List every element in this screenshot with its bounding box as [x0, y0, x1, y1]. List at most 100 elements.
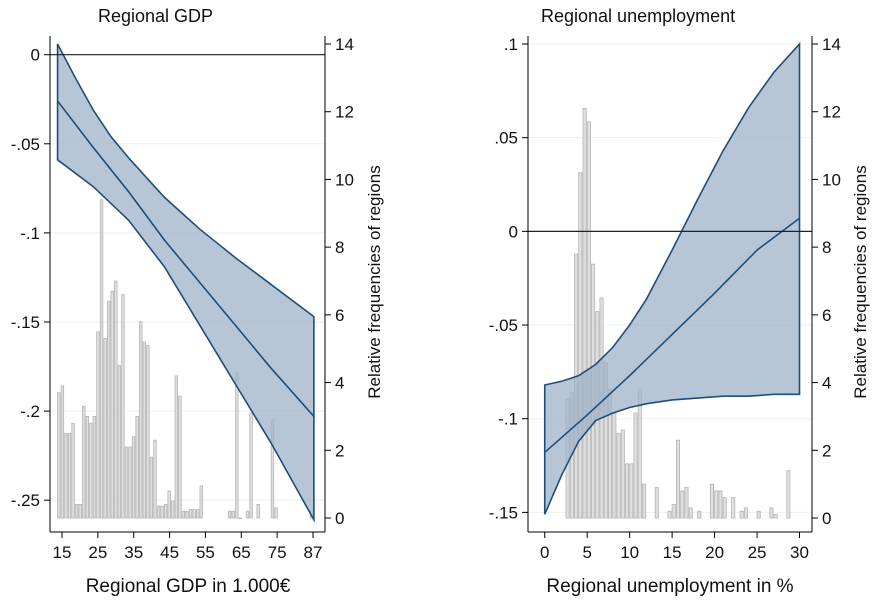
histogram-bar	[642, 483, 647, 519]
histogram-bar	[99, 199, 104, 519]
y-tick-label: -.1	[20, 224, 40, 243]
histogram-bar	[722, 497, 727, 519]
histogram-bar	[238, 517, 243, 519]
histogram-bar	[92, 416, 97, 519]
y-tick-label: -.05	[11, 135, 40, 154]
histogram-bar	[228, 510, 232, 519]
histogram-bar	[114, 280, 118, 519]
histogram-bar	[675, 439, 681, 519]
x-tick-label: 65	[232, 543, 251, 562]
y-tick-label: -.2	[20, 402, 40, 421]
histogram-bar	[60, 385, 65, 519]
histogram-bar	[616, 432, 621, 519]
histogram-bar	[688, 507, 693, 519]
histogram-bar	[743, 507, 748, 519]
histogram-bar	[110, 290, 114, 519]
histogram-bar	[697, 510, 702, 519]
histogram-bar	[245, 510, 250, 519]
histogram-bar	[82, 405, 86, 519]
estimate-line	[56, 100, 315, 417]
y-tick-label: -.15	[11, 313, 40, 332]
y-tick-label: 0	[509, 222, 518, 241]
estimate-line	[544, 217, 800, 454]
histogram-bar	[167, 490, 171, 519]
y2-tick-label: 8	[822, 238, 831, 257]
y2-tick-label: 12	[822, 103, 841, 122]
x-tick-label: 25	[88, 543, 107, 562]
x-tick-label: 5	[582, 543, 591, 562]
x-tick-label: 87	[304, 543, 323, 562]
y2-tick-label: 2	[822, 441, 831, 460]
histogram-bar	[714, 490, 719, 519]
histogram-bar	[78, 504, 82, 519]
y2-tick-label: 14	[822, 35, 841, 54]
histogram-bar	[684, 487, 689, 519]
x-tick-label: 0	[540, 543, 549, 562]
histogram-bar	[85, 416, 90, 519]
y2-tick-label: 0	[335, 509, 344, 528]
histogram-bar	[786, 470, 791, 519]
y2-tick-label: 4	[335, 374, 344, 393]
histogram-bar	[160, 505, 164, 519]
histogram-bar	[192, 509, 196, 519]
panel-regional-unemployment: .1 .05 0 -.05 -.1 -.15 0 2 4 6 8 10 12 14 0 5 10 15 20 25 30…	[489, 6, 870, 597]
histogram-bar	[625, 463, 630, 519]
histogram-bar	[149, 456, 154, 519]
histogram-bar	[199, 485, 203, 519]
histogram-bar	[156, 505, 161, 519]
histogram-bar	[633, 412, 638, 519]
y2-tick-label: 12	[335, 103, 354, 122]
x-tick-label: 15	[53, 543, 72, 562]
y2-tick-label: 10	[335, 170, 354, 189]
y-tick-label: .1	[504, 35, 518, 54]
y2-axis-label: Relative frequencies of regions	[851, 165, 870, 398]
x-tick-label: 15	[663, 543, 682, 562]
histogram-bar	[117, 365, 122, 519]
y2-tick-label: 8	[335, 238, 344, 257]
x-tick-label: 25	[748, 543, 767, 562]
y-tick-label: -.15	[489, 503, 518, 522]
histogram-bar	[629, 463, 634, 519]
confidence-band	[543, 41, 801, 515]
histogram-bar	[128, 446, 132, 519]
x-tick-label: 20	[705, 543, 724, 562]
histogram-bar	[139, 321, 143, 519]
y2-axis-label: Relative frequencies of regions	[365, 165, 384, 398]
histogram-bar	[89, 422, 93, 519]
y-tick-label: .05	[494, 129, 518, 148]
histogram-bar	[586, 121, 591, 519]
x-tick-label: 35	[124, 543, 143, 562]
histogram-bar	[57, 392, 61, 519]
x-axis-label: Regional unemployment in %	[546, 576, 793, 597]
histogram-bar	[188, 509, 193, 519]
histogram-bar	[178, 395, 182, 519]
x-tick-label: 55	[196, 543, 215, 562]
histogram-bar	[67, 432, 72, 519]
histogram-bar	[107, 300, 111, 519]
histogram-bar	[671, 504, 676, 519]
histogram-bar	[582, 107, 587, 519]
histogram-bar	[231, 510, 235, 519]
histogram-bar	[620, 429, 625, 519]
histogram-bar	[718, 490, 723, 519]
y-tick-label: -.05	[489, 316, 518, 335]
y2-tick-label: 6	[822, 306, 831, 325]
y-tick-label: -.1	[498, 410, 518, 429]
y-tick-label: 0	[31, 46, 40, 65]
histogram-bar	[146, 344, 150, 519]
histogram-bar	[256, 504, 260, 519]
histogram-bar	[174, 375, 178, 519]
y2-tick-label: 2	[335, 441, 344, 460]
y2-tick-label: 10	[822, 170, 841, 189]
histogram-bar	[249, 412, 253, 519]
y2-tick-label: 0	[822, 509, 831, 528]
histogram-bar	[171, 500, 175, 519]
y2-tick-label: 6	[335, 306, 344, 325]
histogram-bar	[637, 388, 642, 519]
chart-title: Regional unemployment	[541, 6, 735, 26]
x-tick-label: 10	[620, 543, 639, 562]
x-tick-label: 30	[790, 543, 809, 562]
histogram-bar	[142, 341, 146, 519]
histogram-bar	[709, 483, 714, 519]
histogram-bar	[64, 432, 68, 519]
